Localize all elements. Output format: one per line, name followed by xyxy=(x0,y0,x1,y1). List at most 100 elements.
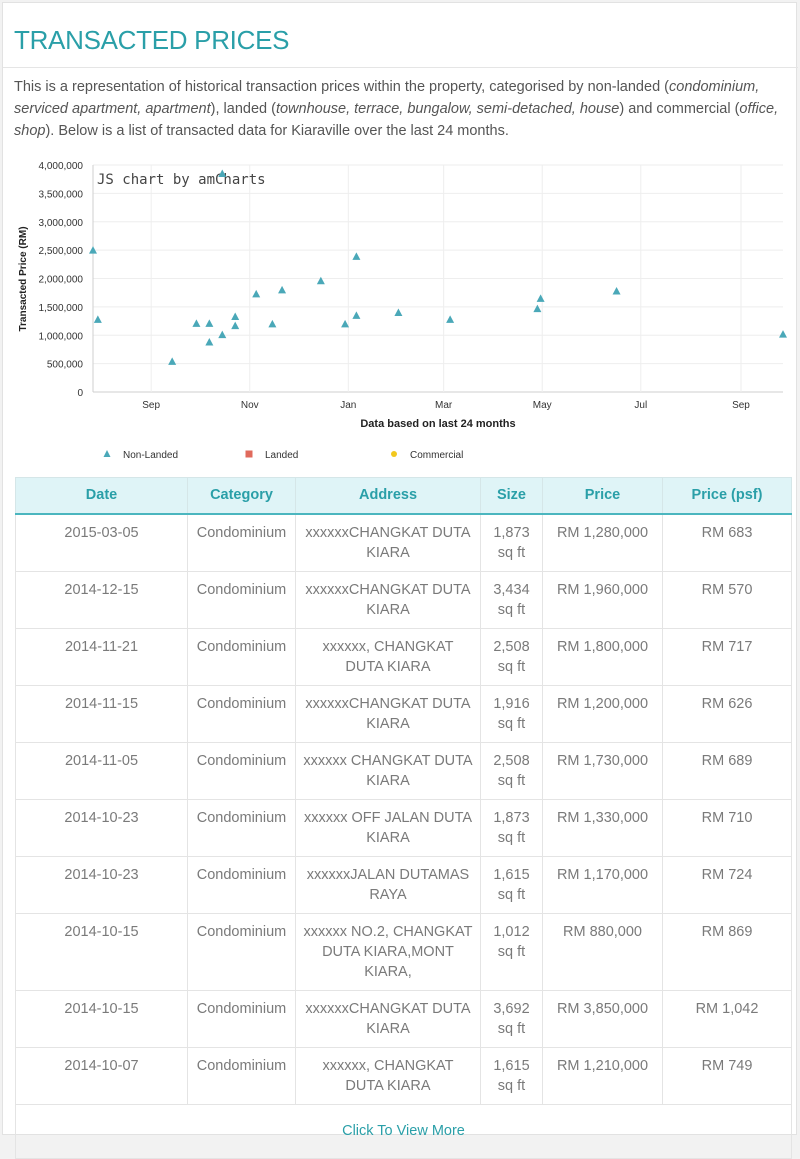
intro-text-part: This is a representation of historical t… xyxy=(14,79,669,95)
cell-date: 2014-11-05 xyxy=(15,741,188,800)
header-price[interactable]: Price xyxy=(542,477,663,515)
table-row[interactable]: 2014-11-21 Condominium xxxxxx, CHANGKAT DU… xyxy=(15,627,792,686)
cell-psf: RM 1,042 xyxy=(662,989,792,1048)
cell-size: 2,508 sq ft xyxy=(480,627,543,686)
data-point[interactable] xyxy=(218,169,227,178)
data-point[interactable] xyxy=(192,319,201,327)
cell-psf: RM 710 xyxy=(662,798,792,857)
x-axis-title: Data based on last 24 months xyxy=(360,418,515,430)
cell-category: Condominium xyxy=(187,989,296,1048)
cell-category: Condominium xyxy=(187,1046,296,1105)
title-divider xyxy=(3,67,798,68)
legend-marker-triangle xyxy=(103,450,111,457)
legend-marker-circle xyxy=(391,451,397,457)
cell-category: Condominium xyxy=(187,855,296,914)
cell-address: xxxxxx, CHANGKAT DUTA KIARA xyxy=(295,627,481,686)
cell-size: 3,434 sq ft xyxy=(480,570,543,629)
data-point[interactable] xyxy=(268,319,277,328)
intro-paragraph: This is a representation of historical t… xyxy=(14,76,790,142)
cell-price: RM 1,730,000 xyxy=(542,741,663,800)
data-point[interactable] xyxy=(278,285,287,294)
cell-price: RM 1,170,000 xyxy=(542,855,663,914)
data-point[interactable] xyxy=(231,321,240,330)
cell-size: 1,873 sq ft xyxy=(480,513,543,572)
data-point[interactable] xyxy=(316,276,325,285)
header-price-psf[interactable]: Price (psf) xyxy=(662,477,792,515)
legend-label: Non-Landed xyxy=(123,450,178,461)
y-axis-title: Transacted Price (RM) xyxy=(18,226,29,331)
data-point[interactable] xyxy=(168,357,177,365)
table-header-row: Date Category Address Size Price Price (… xyxy=(15,477,792,515)
data-point[interactable] xyxy=(218,330,227,339)
intro-text-part: ), landed ( xyxy=(210,101,276,117)
cell-size: 1,012 sq ft xyxy=(480,912,543,991)
cell-size: 1,615 sq ft xyxy=(480,1046,543,1105)
price-scatter-chart[interactable]: 0 500,000 1,000,000 1,500,000 2,000,000 2,500… xyxy=(3,151,798,471)
cell-price: RM 880,000 xyxy=(542,912,663,991)
table-row[interactable]: 2014-11-15 Condominium xxxxxxCHANGKAT DUTA… xyxy=(15,684,792,743)
cell-psf: RM 749 xyxy=(662,1046,792,1105)
legend-marker-square xyxy=(245,450,253,458)
table-row[interactable]: 2014-11-05 Condominium xxxxxx CHANGKAT DUT… xyxy=(15,741,792,800)
cell-psf: RM 724 xyxy=(662,855,792,914)
x-tick-label: Nov xyxy=(241,400,259,411)
cell-address: xxxxxx CHANGKAT DUTA KIARA xyxy=(295,741,481,800)
y-tick-label: 2,000,000 xyxy=(39,275,84,286)
data-point[interactable] xyxy=(93,315,102,323)
view-more-link[interactable]: Click To View More xyxy=(342,1123,465,1139)
section-title: TRANSACTED PRICES xyxy=(14,25,290,55)
y-tick-label: 2,500,000 xyxy=(39,246,84,257)
data-point[interactable] xyxy=(205,319,214,327)
table-row[interactable]: 2014-10-07 Condominium xxxxxx, CHANGKAT DU… xyxy=(15,1046,792,1105)
data-point[interactable] xyxy=(446,315,455,323)
table-row[interactable]: 2014-10-23 Condominium xxxxxx OFF JALAN DU… xyxy=(15,798,792,857)
cell-date: 2015-03-05 xyxy=(15,513,188,572)
legend-label: Landed xyxy=(265,450,298,461)
cell-date: 2014-10-15 xyxy=(15,912,188,991)
table-row[interactable]: 2014-10-15 Condominium xxxxxxCHANGKAT DUTA… xyxy=(15,989,792,1048)
cell-psf: RM 570 xyxy=(662,570,792,629)
table-row[interactable]: 2014-10-15 Condominium xxxxxx NO.2, CHANGK… xyxy=(15,912,792,991)
cell-date: 2014-11-21 xyxy=(15,627,188,686)
cell-category: Condominium xyxy=(187,798,296,857)
cell-psf: RM 683 xyxy=(662,513,792,572)
header-category[interactable]: Category xyxy=(187,477,296,515)
cell-size: 2,508 sq ft xyxy=(480,741,543,800)
data-point[interactable] xyxy=(612,286,621,295)
data-point[interactable] xyxy=(341,319,350,328)
data-point[interactable] xyxy=(231,312,240,321)
data-point[interactable] xyxy=(89,246,97,254)
intro-text-part: townhouse, terrace, bungalow, semi-detac… xyxy=(275,101,620,117)
cell-date: 2014-12-15 xyxy=(15,570,188,629)
y-tick-label: 500,000 xyxy=(47,360,84,371)
header-address[interactable]: Address xyxy=(295,477,481,515)
data-point[interactable] xyxy=(252,289,261,298)
y-tick-label: 3,500,000 xyxy=(39,189,84,200)
header-date[interactable]: Date xyxy=(15,477,188,515)
cell-address: xxxxxxCHANGKAT DUTA KIARA xyxy=(295,513,481,572)
transactions-table: Date Category Address Size Price Price (… xyxy=(15,477,792,1159)
data-point[interactable] xyxy=(779,330,787,338)
data-point[interactable] xyxy=(536,294,545,302)
data-point[interactable] xyxy=(352,311,361,319)
intro-text-part: ). Below is a list of transacted data fo… xyxy=(45,123,509,139)
cell-address: xxxxxxJALAN DUTAMAS RAYA xyxy=(295,855,481,914)
cell-category: Condominium xyxy=(187,627,296,686)
table-row[interactable]: 2015-03-05 Condominium xxxxxxCHANGKAT DUTA… xyxy=(15,513,792,572)
x-tick-label: Mar xyxy=(435,400,453,411)
cell-size: 1,615 sq ft xyxy=(480,855,543,914)
y-tick-label: 0 xyxy=(77,388,83,399)
cell-address: xxxxxx NO.2, CHANGKAT DUTA KIARA,MONT KI… xyxy=(295,912,481,991)
data-point[interactable] xyxy=(352,252,361,260)
cell-psf: RM 717 xyxy=(662,627,792,686)
cell-price: RM 1,280,000 xyxy=(542,513,663,572)
data-point[interactable] xyxy=(205,338,214,346)
intro-text-part: office, shop xyxy=(14,101,779,139)
cell-size: 3,692 sq ft xyxy=(480,989,543,1048)
header-size[interactable]: Size xyxy=(480,477,543,515)
data-point[interactable] xyxy=(394,308,403,317)
x-tick-label: May xyxy=(533,400,552,411)
table-row[interactable]: 2014-10-23 Condominium xxxxxxJALAN DUTAMAS… xyxy=(15,855,792,914)
table-row[interactable]: 2014-12-15 Condominium xxxxxxCHANGKAT DUTA… xyxy=(15,570,792,629)
data-point[interactable] xyxy=(533,304,542,313)
